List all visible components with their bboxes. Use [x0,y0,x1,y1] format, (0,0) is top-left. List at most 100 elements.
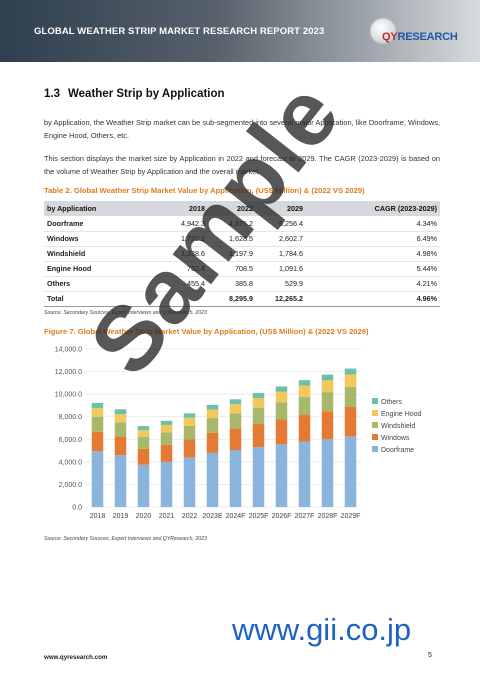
intro-paragraph: by Application, the Weather Strip market… [44,118,440,140]
bar-segment [252,424,265,448]
legend-swatch [372,434,378,440]
y-tick-label: 12,000.0 [55,369,82,376]
report-title: GLOBAL WEATHER STRIP MARKET RESEARCH REP… [34,26,325,37]
bar-segment [344,386,357,408]
table-cell: 6.49% [306,231,440,247]
header-cell: CAGR (2023-2029) [306,201,440,216]
legend-swatch [372,422,378,428]
header-banner: GLOBAL WEATHER STRIP MARKET RESEARCH REP… [0,0,480,62]
bar-segment [275,391,288,403]
bar-segment [206,418,219,433]
bar-segment [298,415,311,442]
bar-segment [298,441,311,507]
table-row: Windshield 1,338.6 1,197.9 1,784.6 4.98% [44,246,440,262]
bar-segment [91,416,104,432]
table-cell: 1,197.9 [208,246,256,262]
bar-segment [183,425,196,440]
header-cell: 2029 [256,201,306,216]
y-tick-label: 4,000.0 [59,459,82,466]
bar-segment [275,386,288,392]
chart-svg: 0.0 2,000.0 4,000.0 6,000.0 8,000.0 10,000.0 1… [55,347,422,521]
table-source: Source: Secondary Sources, Expert Interv… [44,310,207,316]
y-tick-label: 6,000.0 [59,437,82,444]
bar-segment [275,444,288,507]
table-cell: 1,338.6 [144,246,208,262]
header-cell: by Application [44,201,144,216]
table-cell: 708.5 [208,261,256,277]
bar-segment [252,398,265,408]
bar-segment [91,451,104,507]
row-label: Windshield [44,246,144,262]
section-heading: 1.3 Weather Strip by Application [44,88,225,100]
x-tick-label: 2018 [90,513,106,520]
y-tick-label: 2,000.0 [59,482,82,489]
bar-segment [229,399,242,405]
bar-segment [252,393,265,399]
logo-text: QYRESEARCH [382,31,458,43]
bar-segment [298,385,311,397]
bar-segment [321,411,334,440]
page-number: 5 [428,652,432,659]
bar-segment [160,420,173,425]
market-value-table: by Application 2018 2022 2029 CAGR (2023… [44,201,440,307]
table-cell: 4.98% [306,246,440,262]
bar-segment [275,402,288,420]
y-tick-label: 10,000.0 [55,392,82,399]
x-tick-label: 2024F [226,513,246,520]
bar-segment [206,432,219,453]
bar-segment [183,413,196,418]
x-tick-label: 2020 [136,513,152,520]
table-row: Others 455.4 385.8 529.9 4.21% [44,276,440,292]
table-cell: 529.9 [256,276,306,292]
legend-label: Windshield [381,423,415,430]
table-total-row: Total 8,295.9 12,265.2 4.96% [44,290,440,307]
bar-segment [275,419,288,445]
table-cell: 1,091.6 [256,261,306,277]
y-tick-label: 14,000.0 [55,347,82,354]
table-header-row: by Application 2018 2022 2029 CAGR (2023… [44,201,440,216]
table-cell: 12,265.2 [256,290,306,307]
bar-segment [160,432,173,445]
table-cell: 4.96% [306,290,440,307]
figure-caption: Figure 7. Global Weather Strip Market Va… [44,327,369,336]
x-tick-label: 2021 [159,513,175,520]
bar-segment [137,430,150,438]
row-label: Engine Hood [44,261,144,277]
table-cell: 1,628.5 [208,231,256,247]
row-label: Total [44,290,144,307]
table-cell: 8,295.9 [208,290,256,307]
bar-segment [206,409,219,419]
table-cell: 4.34% [306,216,440,232]
table-row: Engine Hood 762.4 708.5 1,091.6 5.44% [44,261,440,277]
x-tick-label: 2026F [272,513,292,520]
bar-segment [183,439,196,458]
bar-segment [229,404,242,414]
row-label: Doorframe [44,216,144,232]
x-tick-label: 2027F [295,513,315,520]
legend-label: Doorframe [381,447,414,454]
bar-segment [160,444,173,462]
bar-segment [114,422,127,437]
y-tick-label: 8,000.0 [59,414,82,421]
legend-label: Engine Hood [381,411,422,418]
bar-segment [114,455,127,507]
table-cell: 4,375.2 [208,216,256,232]
table-cell: 762.4 [144,261,208,277]
bar-segment [229,428,242,451]
header-cell: 2022 [208,201,256,216]
bar-segment [229,450,242,507]
bar-segment [91,431,104,452]
legend-swatch [372,398,378,404]
bar-segment [206,452,219,507]
x-tick-label: 2025F [249,513,269,520]
bar-segment [114,436,127,456]
legend-swatch [372,446,378,452]
table-cell: 1,720.2 [144,231,208,247]
qyresearch-logo: QYRESEARCH [366,18,462,48]
bar-segment [183,417,196,426]
table-cell: 4,942.3 [144,216,208,232]
bar-segment [114,409,127,415]
x-tick-label: 2019 [113,513,129,520]
table-cell: 5.44% [306,261,440,277]
